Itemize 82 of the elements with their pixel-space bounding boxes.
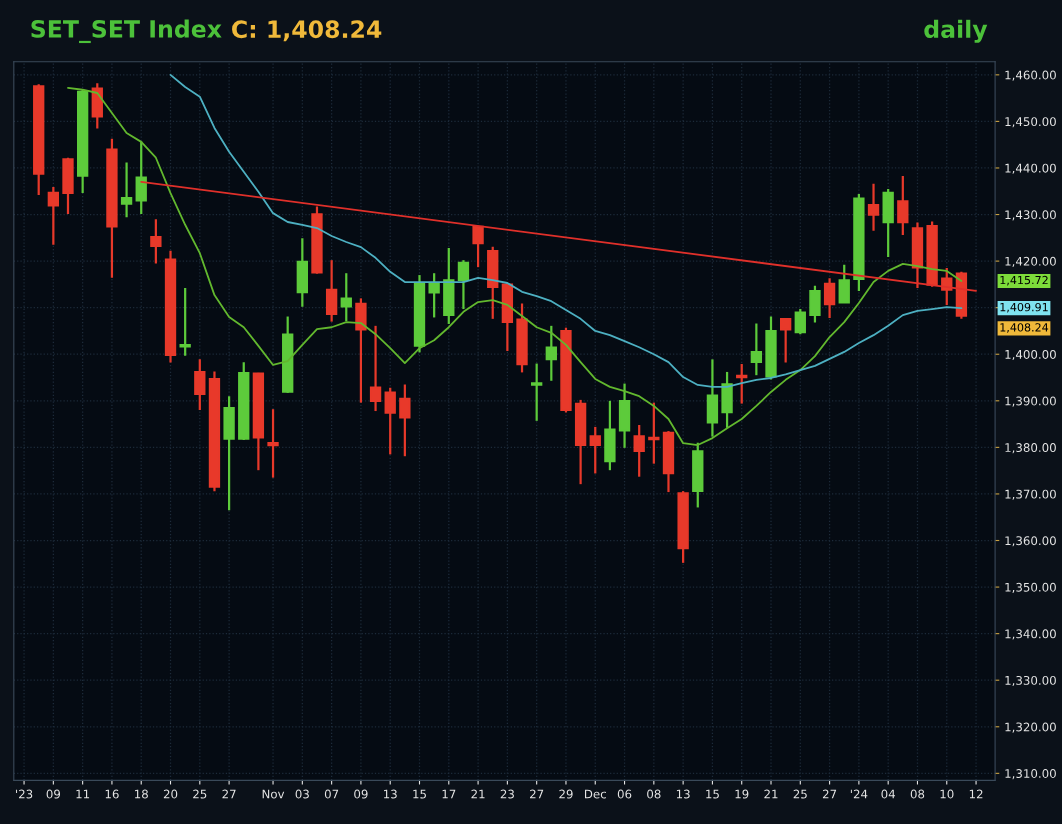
y-tick-label: 1,460.00 [1005, 70, 1056, 81]
x-tick-label: '24 [850, 789, 868, 799]
x-tick-label: 16 [105, 789, 119, 799]
y-tick-label: 1,320.00 [1005, 722, 1056, 733]
x-tick-label: 08 [910, 789, 925, 799]
candlestick [457, 259, 470, 311]
x-tick-label: 13 [676, 789, 690, 799]
candlestick [545, 324, 557, 382]
candlestick [589, 425, 601, 475]
x-tick-label: 09 [46, 789, 61, 799]
x-tick-label: 10 [940, 789, 954, 799]
y-tick-label: 1,390.00 [1005, 396, 1056, 407]
x-tick-label: 20 [163, 789, 178, 799]
candlestick [135, 140, 147, 216]
candlestick [823, 277, 836, 320]
x-tick-label: 25 [793, 789, 807, 799]
candlestick [267, 408, 279, 479]
x-tick-label: 08 [647, 789, 661, 799]
y-tick-label: 1,440.00 [1005, 163, 1056, 174]
candlestick [838, 263, 850, 305]
y-tick-label: 1,420.00 [1005, 256, 1056, 267]
chart-title: SET_SET Index [31, 19, 222, 44]
candlestick [867, 182, 880, 232]
x-tick-label: 23 [500, 789, 514, 799]
y-tick-label: 1,430.00 [1005, 210, 1056, 221]
x-tick-label: 15 [413, 789, 426, 799]
candlestick [179, 287, 191, 357]
x-tick-label: 21 [471, 789, 485, 799]
x-tick-label: 27 [822, 789, 837, 799]
y-tick-label: 1,340.00 [1005, 629, 1056, 640]
x-tick-label: '23 [16, 789, 33, 799]
x-tick-label: Nov [262, 789, 285, 799]
candlestick [648, 401, 660, 465]
line-series [169, 73, 963, 388]
x-tick-label: 13 [384, 789, 397, 799]
candlestick [47, 185, 60, 246]
text: 1,408.24 [1000, 323, 1049, 333]
candlestick [794, 307, 806, 336]
candlestick [633, 423, 645, 478]
text: daily [924, 19, 988, 43]
x-tick-label: 19 [735, 789, 749, 799]
candlestick [428, 272, 440, 319]
x-tick-label: Dec [584, 789, 606, 799]
x-tick-label: 27 [530, 789, 544, 799]
candlestick [384, 386, 396, 456]
x-tick-label: 12 [969, 789, 983, 799]
x-tick-label: 09 [354, 789, 368, 799]
y-tick-label: 1,360.00 [1005, 536, 1056, 547]
y-tick-label: 1,450.00 [1005, 117, 1056, 128]
chart-subtitle: C: 1,408.24 [232, 20, 382, 42]
x-tick-label: 18 [135, 789, 148, 799]
candlestick [399, 383, 411, 458]
text: 1,409.91 [1000, 302, 1048, 313]
y-tick-label: 1,370.00 [1005, 489, 1056, 500]
candlestick [472, 224, 484, 269]
x-tick-label: 15 [706, 789, 719, 799]
x-tick-label: 29 [559, 789, 573, 799]
line-series [67, 86, 963, 446]
candlestick [369, 324, 382, 413]
candlestick [750, 322, 763, 377]
y-tick-label: 1,310.00 [1005, 769, 1056, 780]
x-tick-label: 27 [222, 789, 236, 799]
y-tick-label: 1,400.00 [1005, 349, 1056, 361]
candlestick [150, 218, 162, 265]
candlestick [779, 317, 792, 364]
candlestick [194, 358, 206, 412]
candlestick [340, 272, 352, 323]
y-tick-label: 1,350.00 [1005, 582, 1056, 593]
x-tick-label: 25 [193, 789, 207, 799]
x-tick-label: 11 [76, 789, 90, 799]
x-tick-label: 03 [295, 789, 309, 799]
candlestick [120, 161, 133, 219]
candlestick [897, 174, 909, 237]
y-tick-label: 1,330.00 [1005, 675, 1056, 687]
x-tick-label: 17 [442, 789, 456, 799]
text: 1,415.72 [1000, 275, 1048, 286]
x-tick-label: 21 [764, 789, 778, 799]
candlestick [531, 362, 543, 422]
x-tick-label: 06 [617, 789, 632, 799]
x-tick-label: 04 [881, 789, 896, 799]
y-tick-label: 1,380.00 [1005, 443, 1056, 454]
x-tick-label: 07 [324, 789, 339, 799]
